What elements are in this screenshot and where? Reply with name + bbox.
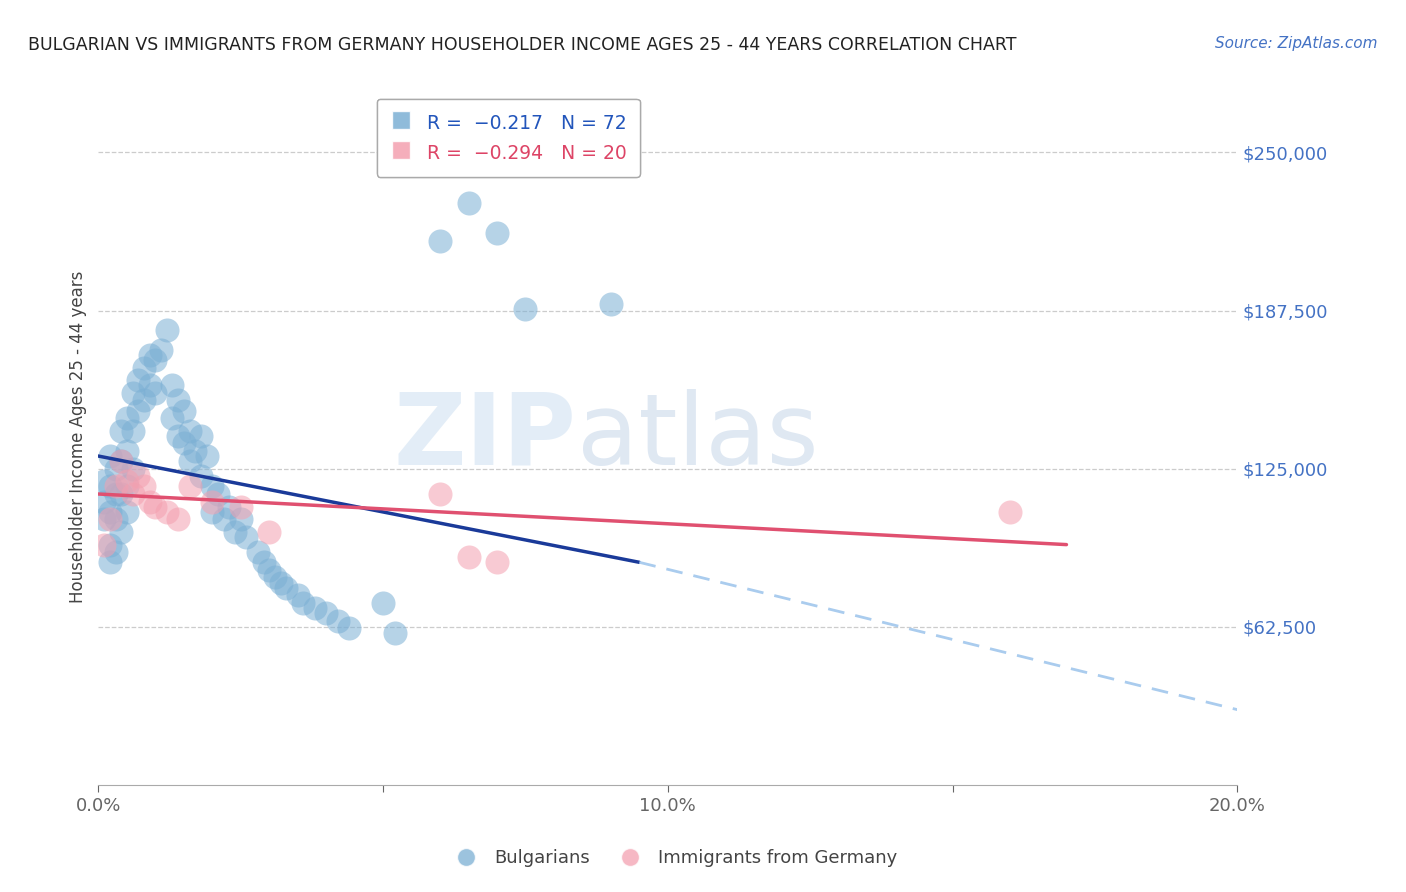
Point <box>98 555 121 569</box>
Point <box>115 479 138 493</box>
Point <box>98 479 121 493</box>
Point <box>93 494 115 508</box>
Point <box>264 570 287 584</box>
Point <box>127 403 149 417</box>
Point <box>190 429 212 443</box>
Point <box>162 411 184 425</box>
Legend: R =  −0.217   N = 72, R =  −0.294   N = 20: R = −0.217 N = 72, R = −0.294 N = 20 <box>377 99 640 177</box>
Point <box>179 454 201 468</box>
Point <box>132 360 155 375</box>
Point <box>276 581 298 595</box>
Point <box>138 378 160 392</box>
Point <box>212 512 235 526</box>
Point <box>121 385 143 400</box>
Point <box>127 469 149 483</box>
Point <box>98 449 121 463</box>
Point <box>195 449 218 463</box>
Point <box>201 479 224 493</box>
Point <box>218 500 240 514</box>
Point <box>115 505 138 519</box>
Point <box>457 196 479 211</box>
Point <box>138 348 160 362</box>
Point <box>132 393 155 408</box>
Point <box>173 403 195 417</box>
Point <box>104 461 127 475</box>
Point <box>373 596 395 610</box>
Point <box>259 563 281 577</box>
Point <box>145 352 167 367</box>
Point <box>115 444 138 458</box>
Point <box>201 494 224 508</box>
Point <box>235 530 257 544</box>
Point <box>229 500 252 514</box>
Point <box>429 487 451 501</box>
Point <box>156 322 179 336</box>
Text: atlas: atlas <box>576 389 818 485</box>
Point <box>110 454 132 468</box>
Point <box>167 429 190 443</box>
Point <box>121 424 143 438</box>
Point <box>104 479 127 493</box>
Point <box>167 512 190 526</box>
Y-axis label: Householder Income Ages 25 - 44 years: Householder Income Ages 25 - 44 years <box>69 271 87 603</box>
Point <box>104 487 127 501</box>
Point <box>150 343 173 357</box>
Point <box>127 373 149 387</box>
Point <box>292 596 315 610</box>
Point <box>457 550 479 565</box>
Point <box>115 411 138 425</box>
Point <box>110 524 132 539</box>
Point <box>121 487 143 501</box>
Point <box>190 469 212 483</box>
Point <box>110 424 132 438</box>
Point <box>98 538 121 552</box>
Text: ZIP: ZIP <box>394 389 576 485</box>
Point <box>184 444 207 458</box>
Text: Source: ZipAtlas.com: Source: ZipAtlas.com <box>1215 36 1378 51</box>
Point <box>246 545 269 559</box>
Point <box>110 454 132 468</box>
Point <box>287 588 309 602</box>
Point <box>104 545 127 559</box>
Point <box>315 606 337 620</box>
Point <box>179 424 201 438</box>
Point <box>486 555 509 569</box>
Text: BULGARIAN VS IMMIGRANTS FROM GERMANY HOUSEHOLDER INCOME AGES 25 - 44 YEARS CORRE: BULGARIAN VS IMMIGRANTS FROM GERMANY HOU… <box>28 36 1017 54</box>
Point <box>304 600 326 615</box>
Point <box>600 297 623 311</box>
Point <box>326 614 349 628</box>
Point <box>121 461 143 475</box>
Point <box>98 505 121 519</box>
Point <box>145 385 167 400</box>
Point <box>98 512 121 526</box>
Point <box>224 524 246 539</box>
Point <box>229 512 252 526</box>
Point <box>259 524 281 539</box>
Point <box>145 500 167 514</box>
Point <box>115 475 138 489</box>
Point <box>270 575 292 590</box>
Point <box>93 512 115 526</box>
Legend: Bulgarians, Immigrants from Germany: Bulgarians, Immigrants from Germany <box>446 842 904 874</box>
Point <box>173 436 195 450</box>
Point <box>156 505 179 519</box>
Point <box>486 227 509 241</box>
Point <box>429 234 451 248</box>
Point <box>138 494 160 508</box>
Point <box>104 512 127 526</box>
Point <box>93 538 115 552</box>
Point <box>384 626 406 640</box>
Point <box>167 393 190 408</box>
Point <box>110 487 132 501</box>
Point <box>515 302 537 317</box>
Point <box>93 475 115 489</box>
Point <box>252 555 274 569</box>
Point <box>207 487 229 501</box>
Point <box>998 505 1021 519</box>
Point <box>132 479 155 493</box>
Point <box>201 505 224 519</box>
Point <box>337 621 360 635</box>
Point <box>162 378 184 392</box>
Point <box>179 479 201 493</box>
